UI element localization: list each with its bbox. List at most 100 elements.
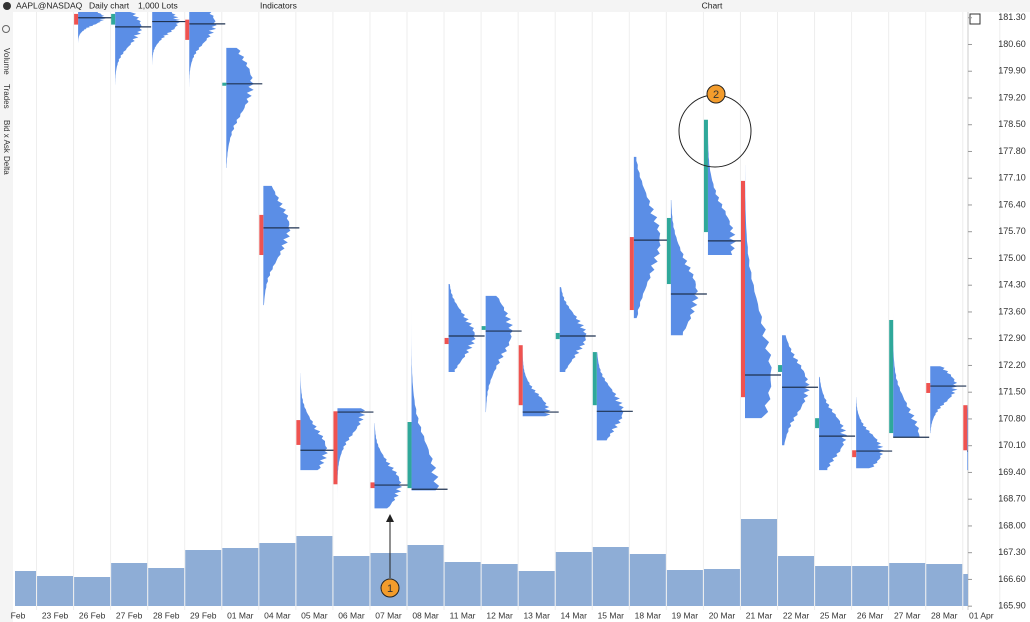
- candle-body: [555, 332, 560, 340]
- sidebar: [0, 12, 13, 622]
- x-tick-label: 08 Mar: [412, 610, 439, 620]
- volume-bar: [889, 563, 926, 606]
- volume-bar: [15, 571, 36, 606]
- sidebar-item[interactable]: Trades: [2, 84, 11, 109]
- y-tick-label: 167.30: [998, 547, 1026, 557]
- volume-profile: [448, 284, 476, 372]
- volume-profile: [115, 12, 143, 85]
- toolbar: [0, 0, 1030, 12]
- volume-profile: [559, 287, 587, 372]
- candle-body: [481, 326, 486, 330]
- x-tick-label: 05 Mar: [301, 610, 328, 620]
- volume-profile: [263, 185, 291, 306]
- sidebar-item[interactable]: Delta: [2, 156, 11, 175]
- y-tick-label: 172.90: [998, 333, 1026, 343]
- indicators[interactable]: Indicators: [260, 0, 297, 10]
- x-tick-label: 22 Mar: [783, 610, 810, 620]
- candle-body: [444, 337, 449, 345]
- volume-bar: [741, 519, 777, 606]
- volume-bar: [111, 563, 148, 606]
- y-tick-label: 171.50: [998, 387, 1026, 397]
- candle-body: [741, 180, 745, 398]
- volume-bar: [185, 550, 222, 606]
- volume-profile: [411, 310, 440, 491]
- volume-profile: [152, 12, 180, 65]
- candle-body: [815, 418, 820, 429]
- candle-body: [852, 450, 857, 458]
- y-tick-label: 174.30: [998, 280, 1026, 290]
- x-tick-label: 06 Mar: [338, 610, 365, 620]
- volume-profile: [226, 47, 254, 168]
- volume-profile: [300, 373, 328, 471]
- y-tick-label: 170.80: [998, 413, 1026, 423]
- volume-bar: [703, 569, 740, 606]
- candle-body: [222, 82, 227, 86]
- marker-label: 1: [387, 583, 393, 595]
- candle-body: [703, 119, 708, 233]
- x-tick-label: Feb: [11, 610, 26, 620]
- volume-profile: [596, 352, 624, 441]
- x-tick-label: 14 Mar: [561, 610, 588, 620]
- volume-bar: [778, 556, 815, 606]
- candle-body: [296, 420, 301, 445]
- candle-body: [889, 319, 894, 434]
- x-tick-label: 27 Mar: [894, 610, 921, 620]
- x-tick-label: 26 Feb: [79, 610, 106, 620]
- symbol[interactable]: AAPL@NASDAQ: [16, 0, 83, 10]
- volume-profile: [522, 342, 551, 417]
- arrow-head: [386, 514, 394, 522]
- volume-bar: [222, 548, 259, 606]
- volume-bar: [444, 562, 481, 606]
- y-tick-label: 175.00: [998, 253, 1026, 263]
- sidebar-item[interactable]: Bid x Ask: [2, 120, 11, 154]
- window-title: Chart: [702, 0, 723, 10]
- volume-bar: [259, 543, 296, 606]
- x-tick-label: 04 Mar: [264, 610, 291, 620]
- sidebar-item[interactable]: Volume: [2, 48, 11, 75]
- volume-bar: [592, 547, 629, 606]
- volume-bar: [852, 566, 889, 606]
- y-tick-label: 180.60: [998, 39, 1026, 49]
- candle-body: [592, 352, 597, 406]
- period[interactable]: Daily chart: [89, 0, 130, 10]
- volume-profile: [893, 313, 920, 438]
- y-tick-label: 166.60: [998, 574, 1026, 584]
- volume-bar: [296, 536, 333, 606]
- candle-body: [333, 411, 338, 485]
- candle-body: [518, 345, 523, 406]
- volume-profile: [485, 295, 514, 413]
- y-tick-label: 168.70: [998, 494, 1026, 504]
- settings-icon[interactable]: [2, 25, 10, 33]
- x-tick-label: 13 Mar: [523, 610, 550, 620]
- x-tick-label: 29 Feb: [190, 610, 217, 620]
- x-tick-label: 01 Apr: [969, 610, 994, 620]
- volume-bar: [148, 568, 185, 606]
- scroll-end-button[interactable]: [969, 13, 981, 25]
- volume-bar: [555, 552, 592, 606]
- y-tick-label: 177.10: [998, 173, 1026, 183]
- x-tick-label: 27 Feb: [116, 610, 143, 620]
- volume-profile: [930, 366, 959, 434]
- candle-body: [370, 482, 375, 489]
- x-tick-label: 11 Mar: [450, 610, 476, 620]
- candle-body: [778, 365, 783, 372]
- lots[interactable]: 1,000 Lots: [138, 0, 178, 10]
- y-tick-label: 176.40: [998, 199, 1026, 209]
- volume-bar: [666, 570, 703, 606]
- volume-bar: [963, 574, 968, 606]
- candle-body: [629, 237, 634, 311]
- volume-profile: [967, 405, 968, 471]
- volume-profile: [337, 408, 366, 499]
- volume-bar: [74, 577, 111, 606]
- y-tick-label: 169.40: [998, 467, 1026, 477]
- volume-profile: [856, 397, 885, 469]
- volume-bar: [518, 571, 555, 606]
- logo: [3, 2, 11, 10]
- y-tick-label: 177.80: [998, 146, 1026, 156]
- x-tick-label: 23 Feb: [42, 610, 69, 620]
- candle-body: [666, 217, 671, 285]
- volume-bar: [407, 545, 444, 606]
- y-tick-label: 173.60: [998, 306, 1026, 316]
